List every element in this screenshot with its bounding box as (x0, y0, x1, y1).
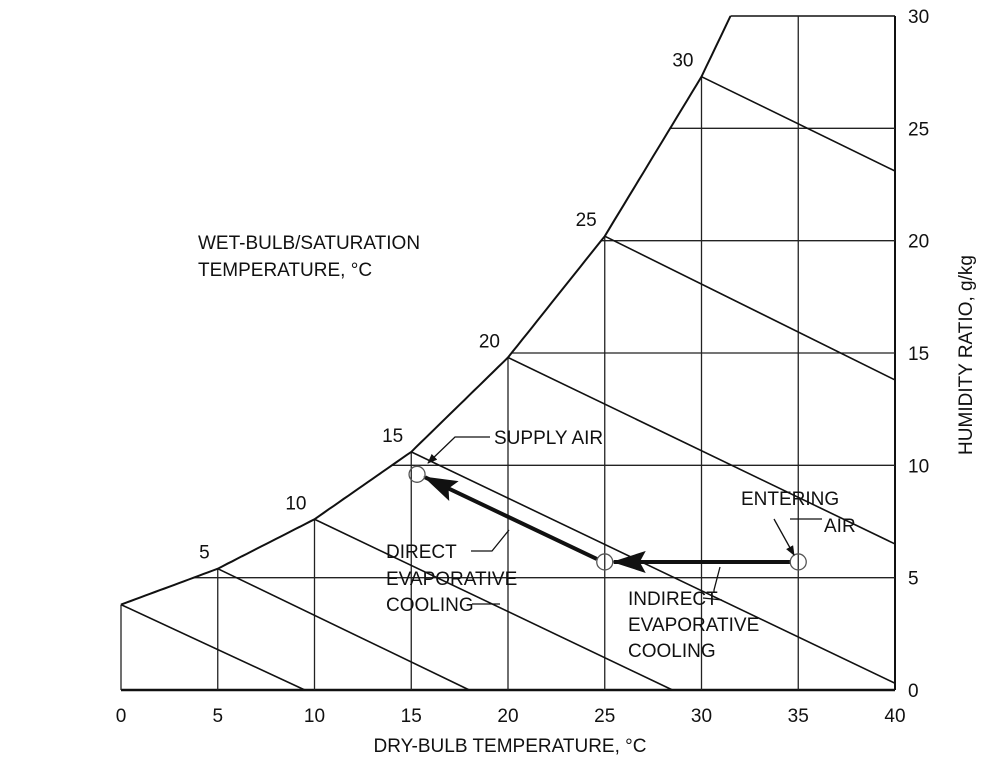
direct-label-3: COOLING (386, 595, 474, 616)
supply-air-point (408, 465, 426, 483)
entering-air-label-2: AIR (824, 516, 856, 537)
direct-cooling-arrow (423, 475, 598, 561)
wet-bulb-label: 15 (382, 426, 403, 447)
wet-bulb-label: 30 (672, 51, 693, 72)
y-tick-label: 10 (908, 456, 929, 477)
x-tick-label: 5 (212, 706, 223, 727)
grid-lines (120, 15, 896, 692)
x-tick-label: 40 (884, 706, 905, 727)
saturation-label-line2: TEMPERATURE, °C (198, 260, 372, 281)
y-tick-label: 5 (908, 569, 919, 590)
wet-bulb-line (507, 356, 896, 545)
wet-bulb-line (701, 75, 896, 172)
indirect-label-3: COOLING (628, 641, 716, 662)
entering-air-leader (773, 518, 795, 556)
saturation-label-line1: WET-BULB/SATURATION (198, 233, 420, 254)
wet-bulb-line (217, 567, 470, 691)
x-tick-label: 25 (594, 706, 615, 727)
indirect-leader (713, 566, 721, 592)
indirect-label-1: INDIRECT (628, 589, 718, 610)
supply-air-leader (427, 436, 490, 464)
direct-label-2: EVAPORATIVE (386, 569, 517, 590)
y-tick-label: 20 (908, 232, 929, 253)
wet-bulb-line (410, 451, 896, 684)
x-axis-label: DRY-BULB TEMPERATURE, °C (374, 736, 647, 757)
wet-bulb-lines (120, 75, 896, 691)
wet-bulb-line (604, 235, 896, 381)
wet-bulb-label: 5 (199, 543, 210, 564)
y-tick-label: 15 (908, 344, 929, 365)
indirect-label-leader (702, 597, 723, 601)
supply-air-label: SUPPLY AIR (494, 428, 603, 449)
direct-leader (471, 529, 510, 552)
process-lines (408, 436, 822, 605)
wet-bulb-label: 20 (479, 331, 500, 352)
wet-bulb-label: 25 (576, 210, 597, 231)
wet-bulb-label: 10 (285, 493, 306, 514)
x-tick-label: 20 (497, 706, 518, 727)
x-tick-label: 35 (788, 706, 809, 727)
indirect-outlet-point (596, 553, 614, 571)
y-tick-label: 30 (908, 7, 929, 28)
saturation-curve (120, 15, 732, 606)
entering-air-label-1: ENTERING (741, 489, 839, 510)
y-tick-label: 25 (908, 119, 929, 140)
y-tick-label: 0 (908, 681, 919, 702)
x-tick-label: 10 (304, 706, 325, 727)
x-tick-label: 30 (691, 706, 712, 727)
x-tick-label: 15 (401, 706, 422, 727)
wet-bulb-line (120, 603, 306, 691)
direct-label-1: DIRECT (386, 542, 457, 563)
x-tick-label: 0 (116, 706, 127, 727)
y-axis-label: HUMIDITY RATIO, g/kg (956, 255, 977, 455)
indirect-label-2: EVAPORATIVE (628, 615, 759, 636)
entering-air-point (789, 553, 807, 571)
